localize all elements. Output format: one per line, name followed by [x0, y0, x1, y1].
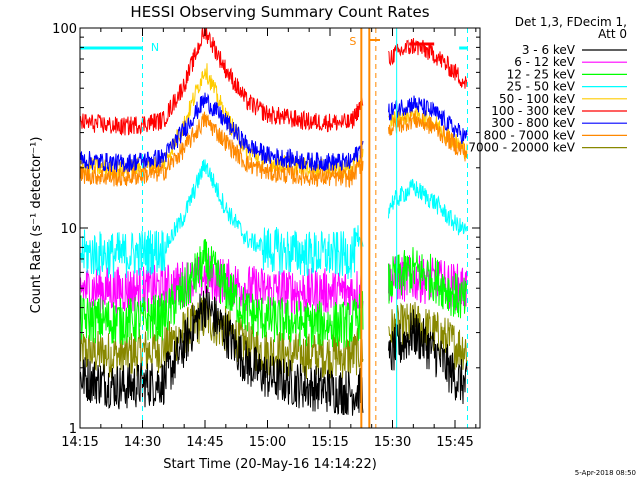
series-line-12to25keV-b — [388, 247, 468, 319]
legend-label: 800 - 7000 keV — [484, 128, 576, 142]
y-tick-label: 100 — [52, 22, 77, 37]
annotation-n: N — [151, 41, 159, 54]
legend-header-line-2: Att 0 — [598, 27, 627, 41]
x-tick-label: 14:45 — [186, 435, 223, 450]
series-line-800to7000keV-a — [79, 111, 364, 189]
series-line-7000to20000keV-b — [388, 301, 468, 371]
series-line-800to7000keV-b — [388, 110, 468, 162]
annotation-s: S — [349, 35, 356, 48]
series-line-25to50keV-a — [79, 159, 364, 280]
legend-label: 7000 - 20000 keV — [468, 141, 575, 155]
series-line-12to25keV-a — [79, 239, 364, 349]
legend-label: 3 - 6 keV — [522, 43, 576, 57]
series-line-300to800keV-b — [388, 95, 468, 145]
y-axis-label: Count Rate (s⁻¹ detector⁻¹) — [29, 137, 44, 314]
series-line-100to300keV-b — [388, 38, 468, 89]
series-line-3to6keV-a — [79, 285, 364, 416]
x-tick-label: 14:15 — [61, 435, 98, 450]
legend-label: 25 - 50 keV — [507, 80, 576, 94]
x-axis-label: Start Time (20-May-16 14:14:22) — [163, 457, 377, 472]
legend-label: 300 - 800 keV — [491, 116, 575, 130]
y-tick-label: 1 — [69, 422, 77, 437]
x-tick-label: 15:45 — [436, 435, 473, 450]
x-tick-label: 15:15 — [311, 435, 348, 450]
series-line-300to800keV-a — [79, 92, 364, 173]
x-tick-label: 15:30 — [374, 435, 411, 450]
legend-label: 6 - 12 keV — [514, 55, 576, 69]
x-tick-label: 14:30 — [124, 435, 161, 450]
legend-label: 50 - 100 keV — [499, 92, 576, 106]
x-tick-label: 15:00 — [249, 435, 286, 450]
legend-label: 100 - 300 keV — [491, 104, 575, 118]
chart-title: HESSI Observing Summary Count Rates — [130, 3, 429, 21]
legend-header-line-1: Det 1,3, FDecim 1, — [515, 15, 627, 29]
axes: 14:15 14:30 14:45 15:00 15:15 15:30 15:45 1 10 10… — [52, 22, 481, 450]
series-line-100to300keV-a — [79, 27, 364, 136]
y-tick-label: 10 — [60, 222, 77, 237]
timestamp-footer: 5-Apr-2018 08:50 — [575, 469, 636, 477]
legend-label: 12 - 25 keV — [507, 67, 576, 81]
series-line-25to50keV-b — [388, 178, 468, 236]
series-line-3to6keV-b — [388, 309, 468, 405]
